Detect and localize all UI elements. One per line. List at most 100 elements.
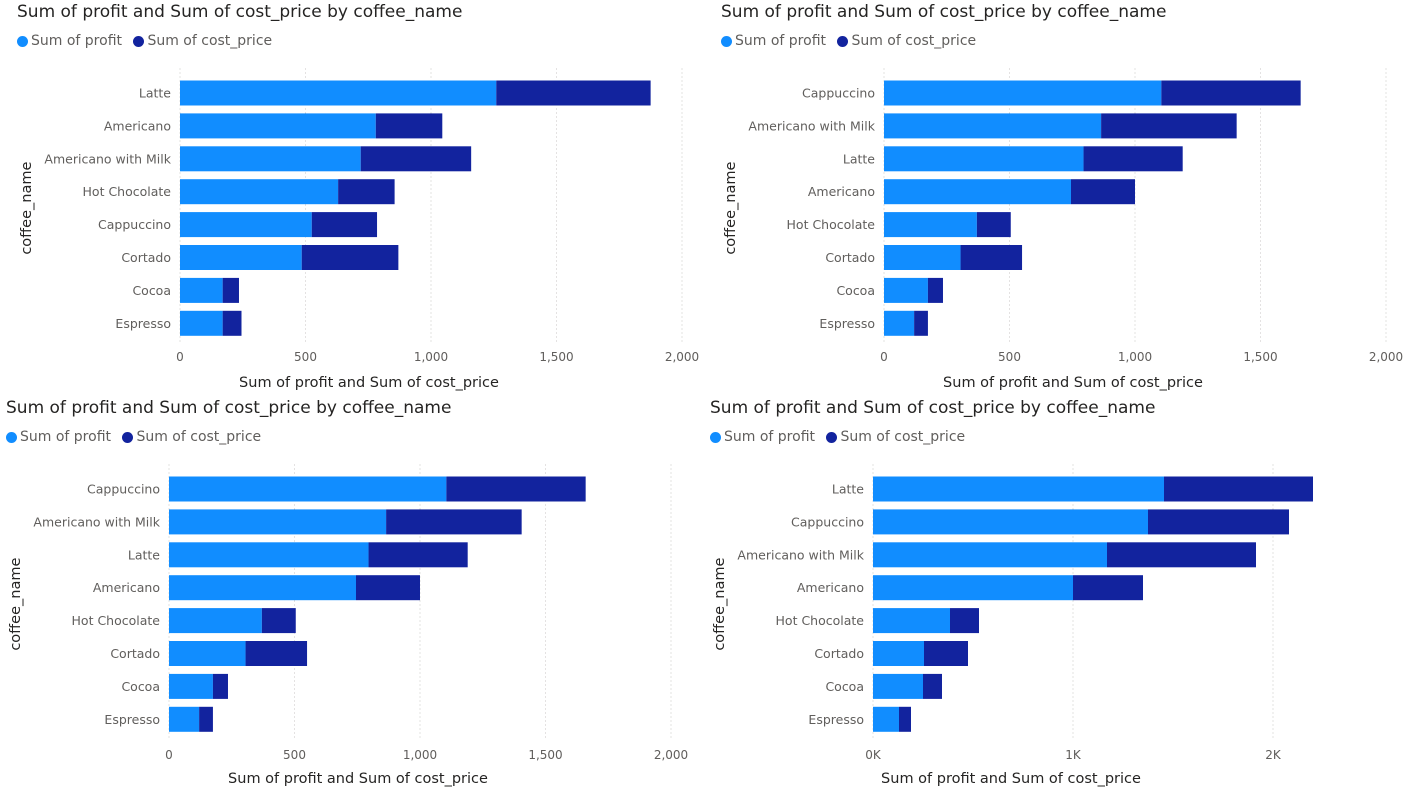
legend-label-cost-price: Sum of cost_price: [147, 33, 273, 49]
category-label: Espresso: [808, 712, 864, 727]
bar-chart-2[interactable]: 0 500 1,000 1,500 2,000 Cappuccino Americano w…: [721, 0, 1403, 396]
bar-cost-price: [199, 706, 213, 732]
bar-profit: [884, 245, 961, 270]
chart-title: Sum of profit and Sum of cost_price by c…: [6, 398, 452, 418]
chart-panel-4: Sum of profit and Sum of cost_price by c…: [710, 396, 1408, 792]
x-axis-title: Sum of profit and Sum of cost_price: [228, 771, 488, 787]
bar-profit: [873, 509, 1148, 535]
bar-cost-price: [960, 245, 1023, 270]
category-label: Americano: [93, 580, 160, 595]
chart-legend[interactable]: Sum of profit Sum of cost_price: [6, 429, 268, 447]
bar-cost-price: [1073, 575, 1143, 601]
x-tick-label: 500: [283, 748, 306, 762]
legend-label-profit: Sum of profit: [20, 429, 111, 445]
category-label: Latte: [843, 151, 875, 166]
category-label: Espresso: [104, 712, 160, 727]
bar-cost-price: [1101, 113, 1237, 139]
chart-legend[interactable]: Sum of profit Sum of cost_price: [17, 33, 279, 51]
bar-profit: [884, 179, 1071, 205]
legend-item-profit[interactable]: Sum of profit: [710, 429, 815, 445]
legend-label-profit: Sum of profit: [735, 33, 826, 49]
category-label: Cappuccino: [802, 86, 875, 101]
bar-profit: [873, 608, 950, 634]
bar-cost-price: [446, 476, 586, 502]
bar-cost-price: [1070, 179, 1135, 205]
category-label: Hot Chocolate: [83, 184, 172, 199]
legend-item-profit[interactable]: Sum of profit: [17, 33, 122, 49]
x-tick-label: 2K: [1265, 748, 1282, 762]
x-tick-label: 2,000: [1369, 350, 1403, 364]
chart-legend[interactable]: Sum of profit Sum of cost_price: [721, 33, 983, 51]
bar-profit: [873, 575, 1073, 601]
chart-panel-2: Sum of profit and Sum of cost_price by c…: [721, 0, 1408, 396]
chart-legend[interactable]: Sum of profit Sum of cost_price: [710, 429, 972, 447]
category-label: Hot Chocolate: [72, 613, 161, 628]
bar-cost-price: [914, 310, 928, 336]
legend-item-cost-price[interactable]: Sum of cost_price: [837, 33, 976, 49]
bar-profit: [884, 80, 1162, 106]
bar-cost-price: [245, 641, 308, 666]
bar-profit: [873, 641, 924, 666]
legend-item-cost-price[interactable]: Sum of cost_price: [826, 429, 965, 445]
bar-profit: [180, 179, 339, 205]
legend-marker-profit: [721, 35, 732, 47]
category-label: Cocoa: [132, 283, 171, 298]
legend-marker-profit: [710, 431, 721, 443]
x-tick-label: 2,000: [654, 748, 688, 762]
category-label: Cortado: [825, 250, 875, 265]
category-label: Cocoa: [121, 679, 160, 694]
bar-profit: [180, 146, 361, 172]
bar-profit: [169, 673, 213, 699]
legend-label-cost-price: Sum of cost_price: [840, 429, 966, 445]
bar-cost-price: [1161, 80, 1301, 106]
legend-marker-cost-price: [837, 35, 849, 47]
x-axis-title: Sum of profit and Sum of cost_price: [239, 375, 499, 391]
legend-marker-cost-price: [133, 35, 145, 47]
bar-chart-3[interactable]: 0 500 1,000 1,500 2,000 Cappuccino Americano w…: [6, 396, 696, 792]
bar-profit: [873, 706, 899, 732]
legend-item-cost-price[interactable]: Sum of cost_price: [122, 429, 261, 445]
y-axis-title: coffee_name: [712, 558, 728, 651]
x-tick-label: 0: [165, 748, 173, 762]
legend-item-profit[interactable]: Sum of profit: [6, 429, 111, 445]
category-label: Cappuccino: [87, 482, 160, 497]
bar-profit: [180, 277, 223, 303]
bar-cost-price: [355, 575, 420, 601]
category-label: Cocoa: [836, 283, 875, 298]
chart-title: Sum of profit and Sum of cost_price by c…: [710, 398, 1156, 418]
legend-item-cost-price[interactable]: Sum of cost_price: [133, 33, 272, 49]
bar-cost-price: [950, 608, 979, 634]
category-label: Cappuccino: [791, 514, 864, 529]
bar-chart-1[interactable]: 0 500 1,000 1,500 2,000 Latte Americano America…: [17, 0, 717, 396]
category-label: Cappuccino: [98, 217, 171, 232]
category-label: Cortado: [110, 646, 160, 661]
bar-cost-price: [976, 212, 1011, 238]
category-label: Americano with Milk: [44, 151, 171, 166]
bar-profit: [169, 476, 447, 502]
legend-item-profit[interactable]: Sum of profit: [721, 33, 826, 49]
bar-chart-4[interactable]: 0K 1K 2K Latte Cappuccino Americano with Milk…: [710, 396, 1400, 792]
bar-profit: [884, 277, 928, 303]
bar-profit: [873, 673, 923, 699]
x-tick-label: 1,500: [1243, 350, 1277, 364]
bar-profit: [169, 575, 356, 601]
bar-profit: [873, 542, 1107, 568]
x-tick-label: 0K: [865, 748, 882, 762]
bar-profit: [169, 641, 246, 666]
bar-cost-price: [222, 310, 242, 336]
bar-cost-price: [375, 113, 443, 139]
x-axis-title: Sum of profit and Sum of cost_price: [881, 771, 1141, 787]
legend-marker-cost-price: [826, 431, 838, 443]
bar-cost-price: [923, 673, 942, 699]
x-axis-title: Sum of profit and Sum of cost_price: [943, 375, 1203, 391]
bar-profit: [169, 542, 369, 568]
bar-cost-price: [338, 179, 395, 205]
bar-cost-price: [212, 673, 228, 699]
chart-panel-3: Sum of profit and Sum of cost_price by c…: [6, 396, 710, 792]
bar-cost-price: [1148, 509, 1289, 535]
chart-title: Sum of profit and Sum of cost_price by c…: [17, 2, 463, 22]
bar-profit: [884, 310, 915, 336]
bar-profit: [169, 706, 200, 732]
bar-cost-price: [222, 277, 239, 303]
bar-cost-price: [1164, 476, 1313, 502]
